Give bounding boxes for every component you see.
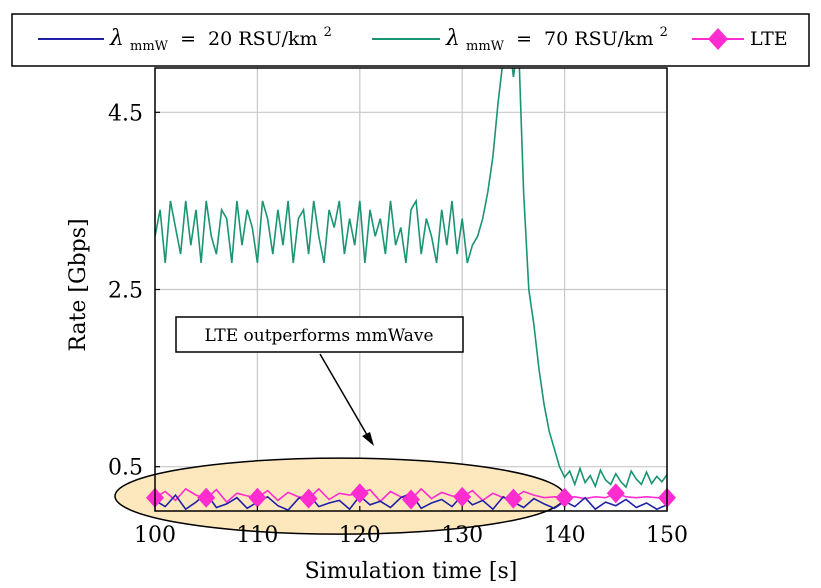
- x-tick-label: 100: [134, 523, 176, 548]
- x-tick-label: 140: [544, 523, 586, 548]
- legend-lambda-20: λ: [109, 26, 124, 51]
- x-tick-label: 130: [441, 523, 483, 548]
- x-tick-label: 110: [236, 523, 278, 548]
- y-axis-title: Rate [Gbps]: [66, 218, 91, 351]
- annotation-text: LTE outperforms mmWave: [204, 326, 433, 346]
- x-axis-title: Simulation time [s]: [305, 559, 518, 584]
- legend-sup-20: 2: [324, 25, 332, 40]
- series-line-1: [155, 68, 667, 489]
- y-tick-label: 0.5: [108, 456, 143, 481]
- x-tick-label: 120: [339, 523, 381, 548]
- legend-sub-20: mmW: [130, 39, 169, 54]
- lte-marker-point: [402, 489, 420, 510]
- lte-marker-point: [606, 483, 625, 504]
- legend-label-series70: λ mmW = 70 RSU/km 2: [445, 25, 668, 55]
- legend-value-20: 20 RSU/km: [208, 28, 317, 50]
- series-clip-group: [155, 68, 667, 511]
- lte-marker-point: [453, 486, 472, 507]
- lte-marker-point: [197, 487, 216, 508]
- legend-lambda-70: λ: [445, 26, 460, 51]
- lte-marker-point: [504, 488, 523, 509]
- legend-eq-70: =: [516, 28, 532, 50]
- annotation-box: [175, 316, 464, 353]
- legend-item-series20: λ mmW = 20 RSU/km 2: [38, 25, 332, 55]
- lte-marker-point: [555, 487, 574, 508]
- legend-label-lte: LTE: [750, 28, 788, 50]
- annotation-arrow: [319, 353, 371, 441]
- legend-eq-20: =: [180, 28, 196, 50]
- legend-sup-70: 2: [660, 25, 668, 40]
- y-tick-label: 4.5: [108, 101, 143, 126]
- legend-sub-70: mmW: [466, 39, 505, 54]
- grid-layer: [154, 68, 668, 511]
- lte-marker-point: [299, 488, 318, 509]
- series-layer: [146, 68, 676, 511]
- legend-item-lte: LTE: [692, 28, 788, 50]
- lte-marker-point: [350, 483, 369, 504]
- legend-value-70: 70 RSU/km: [544, 28, 653, 50]
- legend: λ mmW = 20 RSU/km 2 λ mmW = 70 RSU/km 2 …: [11, 13, 810, 67]
- legend-item-series70: λ mmW = 70 RSU/km 2: [372, 25, 668, 55]
- annotation: LTE outperforms mmWave: [175, 316, 464, 446]
- annotation-arrowhead: [362, 432, 374, 446]
- legend-label-series20: λ mmW = 20 RSU/km 2: [109, 25, 332, 55]
- x-tick-label: 150: [646, 523, 688, 548]
- y-tick-label: 2.5: [108, 279, 143, 304]
- lte-marker-point: [248, 487, 267, 508]
- tick-layer: 100 110 120 130 140 150 0.5 2.5 4.5: [108, 101, 688, 548]
- legend-lte-diamond-icon: [708, 28, 728, 50]
